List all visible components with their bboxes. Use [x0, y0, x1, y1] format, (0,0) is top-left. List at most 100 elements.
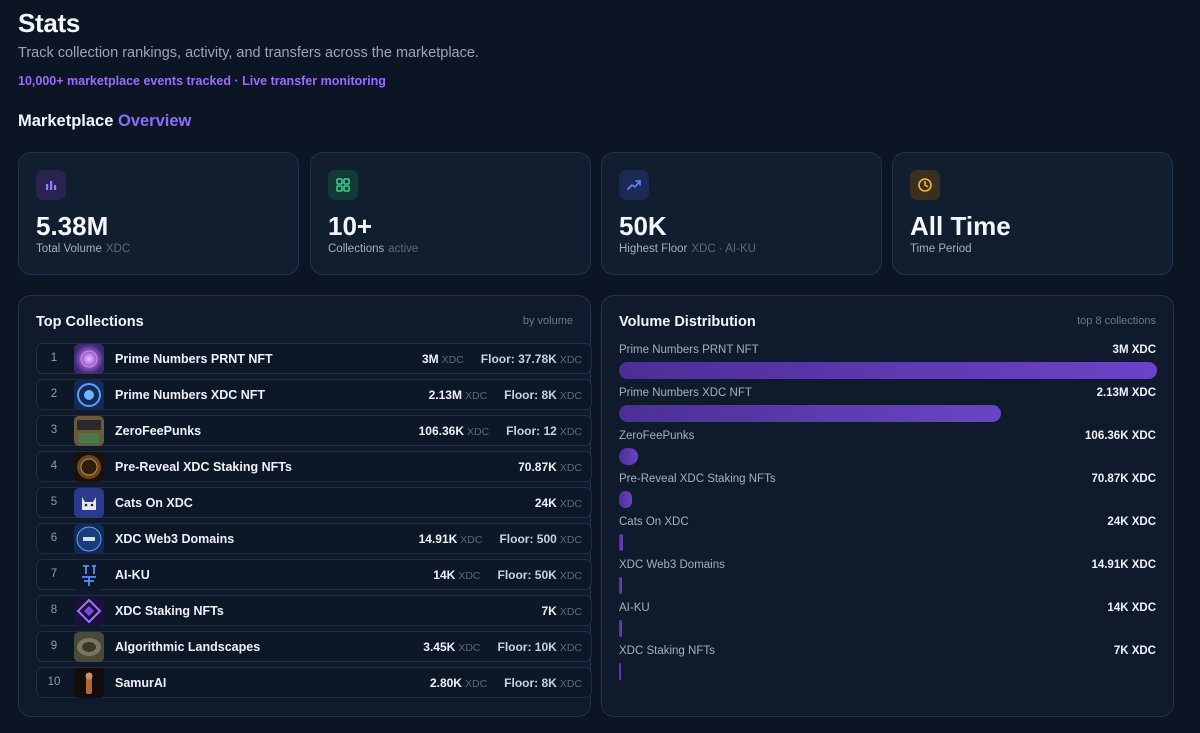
collection-stats: 14K XDC Floor: 50K XDC — [433, 568, 582, 582]
collection-name: SamurAI — [115, 676, 167, 690]
distribution-bar-track — [619, 405, 1157, 422]
distribution-value: 2.13M XDC — [1096, 387, 1156, 399]
distribution-value: 14K XDC — [1107, 602, 1156, 614]
distribution-bar-track — [619, 620, 1157, 637]
distribution-label: Prime Numbers PRNT NFT — [619, 344, 759, 356]
collection-avatar — [74, 560, 104, 590]
distribution-value: 24K XDC — [1107, 516, 1156, 528]
collection-stats: 14.91K XDC Floor: 500 XDC — [418, 532, 582, 546]
collection-row[interactable]: 7 AI-KU 14K XDC Floor: 50K XDC — [36, 559, 592, 590]
rank-number: 4 — [50, 460, 58, 472]
distribution-bar-track — [619, 491, 1157, 508]
collection-name: Algorithmic Landscapes — [115, 640, 261, 654]
distribution-bar — [619, 448, 639, 465]
distribution-bar-track — [619, 362, 1157, 379]
distribution-value: 14.91K XDC — [1091, 559, 1156, 571]
collection-avatar — [74, 344, 104, 374]
collection-row[interactable]: 2 Prime Numbers XDC NFT 2.13M XDC Floor: … — [36, 379, 592, 410]
collection-name: ZeroFeePunks — [115, 424, 202, 438]
distribution-label: Prime Numbers XDC NFT — [619, 387, 752, 399]
rank-number: 8 — [50, 604, 58, 616]
clock-icon — [910, 170, 940, 200]
overview-title: Marketplace Overview — [18, 112, 191, 131]
stat-value: 10+ — [328, 211, 373, 241]
distribution-value: 106.36K XDC — [1085, 430, 1156, 442]
trend-up-icon — [619, 170, 649, 200]
distribution-label: Pre-Reveal XDC Staking NFTs — [619, 473, 776, 485]
collection-stats: 106.36K XDC Floor: 12 XDC — [418, 424, 582, 438]
distribution-label: ZeroFeePunks — [619, 430, 695, 442]
distribution-label: Cats On XDC — [619, 516, 689, 528]
collection-stats: 70.87K XDC — [518, 460, 582, 474]
bar-chart-icon — [36, 170, 66, 200]
stat-label: Total Volume XDC — [36, 243, 131, 255]
top-collections-title: Top Collections — [36, 314, 144, 330]
distribution-bar — [619, 620, 622, 637]
collection-avatar — [74, 380, 104, 410]
rank-number: 5 — [50, 496, 58, 508]
collection-avatar — [74, 524, 104, 554]
rank-number: 7 — [50, 568, 58, 580]
collection-row[interactable]: 5 Cats On XDC 24K XDC — [36, 487, 592, 518]
grid-icon — [328, 170, 358, 200]
distribution-label: XDC Web3 Domains — [619, 559, 725, 571]
collection-row[interactable]: 6 XDC Web3 Domains 14.91K XDC Floor: 500 X… — [36, 523, 592, 554]
stat-value: 50K — [619, 211, 667, 241]
stat-label: Highest Floor XDC · AI-KU — [619, 243, 756, 255]
collection-avatar — [74, 668, 104, 698]
collection-avatar — [74, 416, 104, 446]
distribution-bar — [619, 577, 622, 594]
distribution-value: 7K XDC — [1113, 645, 1156, 657]
distribution-bar-track — [619, 534, 1157, 551]
collection-stats: 3M XDC Floor: 37.78K XDC — [421, 352, 582, 366]
distribution-bar-track — [619, 448, 1157, 465]
distribution-label: XDC Staking NFTs — [619, 645, 715, 657]
collection-stats: 3.45K XDC Floor: 10K XDC — [423, 640, 582, 654]
distribution-value: 3M XDC — [1112, 344, 1156, 356]
collection-row[interactable]: 9 Algorithmic Landscapes 3.45K XDC Floor:… — [36, 631, 592, 662]
collection-name: Pre-Reveal XDC Staking NFTs — [115, 460, 292, 474]
collection-row[interactable]: 4 Pre-Reveal XDC Staking NFTs 70.87K XDC — [36, 451, 592, 482]
collection-name: XDC Staking NFTs — [115, 604, 224, 618]
collection-avatar — [74, 596, 104, 626]
collection-stats: 24K XDC — [534, 496, 582, 510]
distribution-bar-track — [619, 577, 1157, 594]
stat-card-highest-floor: 50K Highest Floor XDC · AI-KU — [601, 152, 882, 275]
overview-title-main: Marketplace — [18, 112, 114, 130]
collection-name: Prime Numbers PRNT NFT — [115, 352, 273, 366]
stat-label: Time Period — [910, 243, 972, 255]
top-collections-panel: Top Collections by volume 1 Prime Number… — [18, 295, 592, 717]
rank-number: 1 — [50, 352, 58, 364]
page-title: Stats — [18, 8, 81, 38]
distribution-bar — [619, 405, 1001, 422]
distribution-bar-track — [619, 663, 1157, 680]
top-collections-hint: by volume — [522, 315, 573, 327]
collection-stats: 2.80K XDC Floor: 8K XDC — [429, 676, 582, 690]
collection-stats: 2.13M XDC Floor: 8K XDC — [428, 388, 582, 402]
page-subtitle: Track collection rankings, activity, and… — [18, 45, 479, 61]
collection-name: XDC Web3 Domains — [115, 532, 235, 546]
stat-label: Collections active — [328, 243, 419, 255]
distribution-value: 70.87K XDC — [1091, 473, 1156, 485]
collection-row[interactable]: 8 XDC Staking NFTs 7K XDC — [36, 595, 592, 626]
distribution-bar — [619, 663, 622, 680]
volume-distribution-panel: Volume Distribution top 8 collections Pr… — [601, 295, 1174, 717]
page-header: Stats Track collection rankings, activit… — [18, 8, 479, 88]
collection-name: AI-KU — [115, 568, 150, 582]
distribution-bar — [619, 491, 632, 508]
collection-avatar — [74, 632, 104, 662]
stat-card-total-volume: 5.38M Total Volume XDC — [18, 152, 299, 275]
distribution-bar — [619, 362, 1157, 379]
collection-avatar — [74, 452, 104, 482]
volume-distribution-title: Volume Distribution — [619, 314, 756, 330]
collection-row[interactable]: 1 Prime Numbers PRNT NFT 3M XDC Floor: 37… — [36, 343, 592, 374]
volume-distribution-hint: top 8 collections — [1077, 315, 1156, 327]
rank-number: 2 — [50, 388, 58, 400]
rank-number: 9 — [50, 640, 58, 652]
stat-card-time-period: All Time Time Period — [892, 152, 1173, 275]
collection-row[interactable]: 3 ZeroFeePunks 106.36K XDC Floor: 12 XDC — [36, 415, 592, 446]
collection-row[interactable]: 10 SamurAI 2.80K XDC Floor: 8K XDC — [36, 667, 592, 698]
rank-number: 10 — [47, 676, 61, 688]
collection-name: Prime Numbers XDC NFT — [115, 388, 266, 402]
stat-value: 5.38M — [36, 211, 109, 241]
